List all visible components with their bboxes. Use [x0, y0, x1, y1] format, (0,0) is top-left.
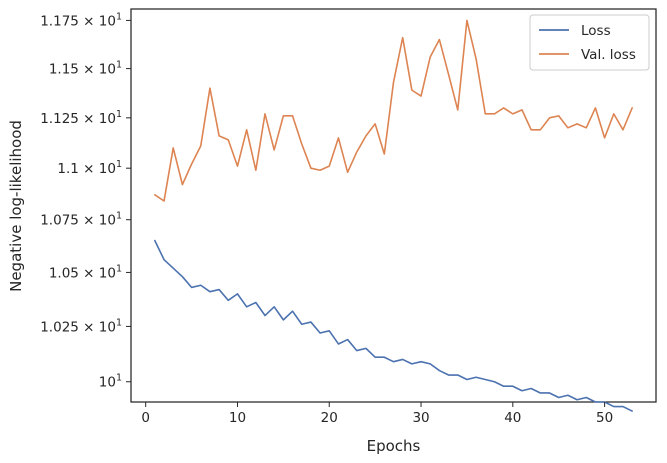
legend-label-loss: Loss: [581, 23, 611, 39]
x-tick-label: 50: [596, 410, 613, 426]
series-line-val-loss: [154, 19, 633, 202]
series-line-loss: [154, 239, 633, 412]
plot-area: [130, 8, 657, 403]
y-tick-label: 1.05 × 101: [49, 263, 122, 281]
y-tick-label: 1.15 × 101: [49, 60, 122, 78]
x-tick-label: 0: [141, 410, 150, 426]
y-axis-label: Negative log-likelihood: [7, 120, 25, 292]
x-axis-ticks: 0 10 20 30 40 50: [141, 402, 613, 426]
y-tick-label: 1.1 × 101: [57, 159, 122, 177]
x-tick-label: 10: [229, 410, 246, 426]
y-tick-label: 1.125 × 101: [40, 109, 122, 127]
y-tick-label: 1.175 × 101: [40, 11, 122, 29]
y-tick-label: 1.025 × 101: [40, 317, 122, 335]
y-axis-ticks: 101 1.025 × 101 1.05 × 101 1.075 × 101 1.1 ×…: [40, 11, 131, 391]
legend: Loss Val. loss: [529, 14, 650, 71]
legend-label-val-loss: Val. loss: [581, 47, 636, 63]
y-tick-label: 101: [99, 373, 122, 391]
legend-box: [529, 14, 650, 71]
series-lines: [154, 19, 633, 412]
x-axis-label: Epochs: [367, 437, 421, 455]
y-tick-label: 1.075 × 101: [40, 211, 122, 229]
x-tick-label: 40: [504, 410, 521, 426]
x-tick-label: 30: [412, 410, 429, 426]
x-tick-label: 20: [321, 410, 338, 426]
